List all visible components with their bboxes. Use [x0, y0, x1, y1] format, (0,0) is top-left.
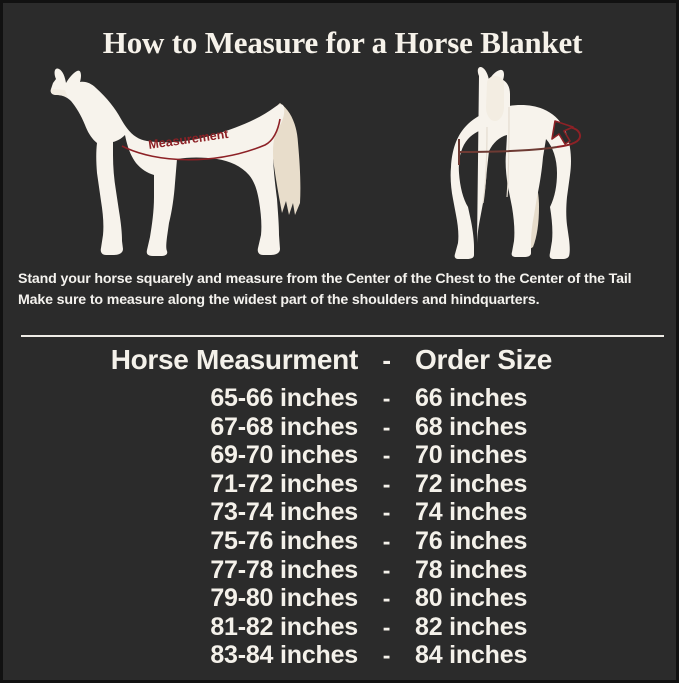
- instruction-text: Stand your horse squarely and measure fr…: [18, 269, 670, 311]
- cell-order-size: 80 inches: [415, 584, 528, 613]
- cell-order-size: 70 inches: [415, 441, 528, 470]
- cell-measurement: 81-82 inches: [210, 612, 358, 641]
- table-row: 73-74 inches - 74 inches: [3, 498, 676, 527]
- table-row: 69-70 inches - 70 inches: [3, 441, 676, 470]
- cell-measurement: 75-76 inches: [210, 526, 358, 555]
- cell-separator: -: [382, 470, 391, 497]
- header-order-size: Order Size: [415, 344, 553, 375]
- table-row: 67-68 inches - 68 inches: [3, 412, 676, 442]
- table-row: 79-80 inches - 80 inches: [3, 584, 676, 613]
- table-row: 83-84 inches - 84 inches: [3, 641, 676, 670]
- cell-measurement: 65-66 inches: [210, 384, 358, 412]
- cell-order-size: 66 inches: [415, 384, 528, 412]
- table-row: 81-82 inches - 82 inches: [3, 612, 676, 642]
- size-chart-table: Horse Measurment - Order Size 65-66 inch…: [3, 344, 676, 670]
- table-header-row: Horse Measurment - Order Size: [3, 344, 676, 384]
- cell-measurement: 67-68 inches: [210, 412, 358, 441]
- cell-separator: -: [382, 556, 391, 583]
- horse-body-rear: [450, 66, 571, 260]
- cell-separator: -: [382, 442, 391, 469]
- cell-order-size: 68 inches: [415, 412, 528, 441]
- section-divider: [21, 335, 664, 337]
- cell-order-size: 76 inches: [415, 526, 528, 555]
- cell-order-size: 82 inches: [415, 612, 528, 641]
- instruction-line-1: Stand your horse squarely and measure fr…: [18, 271, 632, 287]
- cell-order-size: 72 inches: [415, 469, 528, 498]
- horse-head-rear: [486, 76, 504, 121]
- cell-separator: -: [382, 527, 391, 554]
- cell-measurement: 69-70 inches: [210, 441, 358, 470]
- cell-separator: -: [382, 385, 391, 411]
- cursor-arrow-icon: [551, 120, 574, 145]
- horse-body-side: [50, 68, 285, 256]
- instruction-line-2: Make sure to measure along the widest pa…: [18, 292, 540, 308]
- horse-contour-lines-rear: [482, 106, 510, 204]
- cell-separator: -: [382, 613, 391, 640]
- horse-rear-view-illustration: [450, 66, 582, 260]
- cell-measurement: 79-80 inches: [210, 584, 358, 613]
- measurement-line-side: [121, 118, 281, 161]
- table-row: 71-72 inches - 72 inches: [3, 469, 676, 499]
- cell-order-size: 84 inches: [415, 641, 528, 670]
- table-row: 77-78 inches - 78 inches: [3, 555, 676, 585]
- cell-separator: -: [382, 585, 391, 612]
- table-row: 65-66 inches - 66 inches: [3, 384, 676, 413]
- cell-measurement: 73-74 inches: [210, 498, 358, 527]
- cell-measurement: 83-84 inches: [210, 641, 358, 670]
- cell-separator: -: [382, 499, 391, 526]
- cell-order-size: 78 inches: [415, 555, 528, 584]
- cell-separator: -: [382, 413, 391, 440]
- horse-muzzle-shade: [50, 89, 68, 98]
- table-row: 75-76 inches - 76 inches: [3, 526, 676, 556]
- cell-order-size: 74 inches: [415, 498, 528, 527]
- illustration-panel: Measurement: [3, 63, 676, 263]
- cell-measurement: 77-78 inches: [210, 555, 358, 584]
- page-title: How to Measure for a Horse Blanket: [102, 25, 583, 60]
- horse-side-view-illustration: Measurement: [50, 68, 301, 256]
- cell-measurement: 71-72 inches: [210, 469, 358, 498]
- header-separator: -: [382, 345, 391, 375]
- cell-separator: -: [382, 642, 391, 669]
- header-measurement: Horse Measurment: [110, 344, 359, 375]
